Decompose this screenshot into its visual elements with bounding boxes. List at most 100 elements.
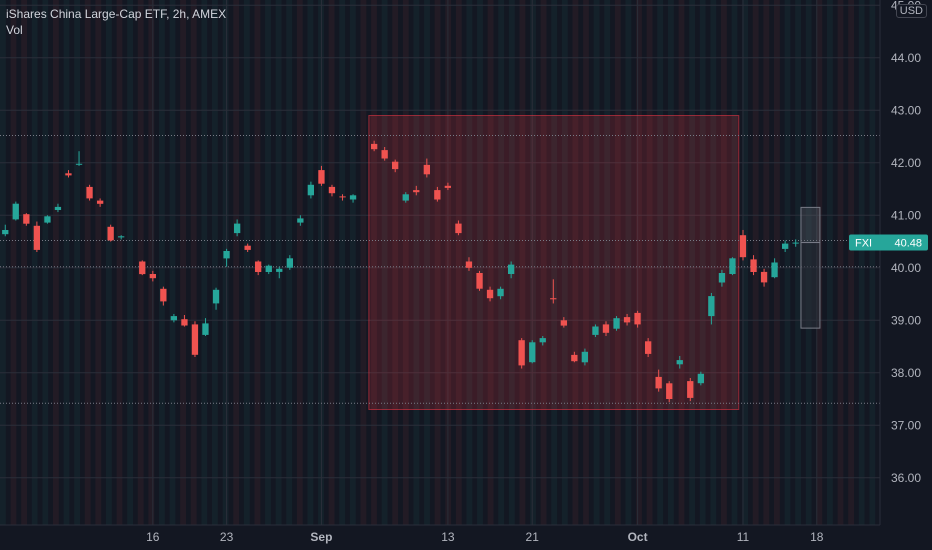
candle-body [729,258,736,274]
candle-body [107,226,114,241]
volume-bar [307,0,314,525]
volume-bar [10,0,17,525]
volume-bar [869,0,876,525]
price-range-box [368,115,740,410]
volume-bar [296,0,303,525]
y-tick-label: 41.00 [891,208,921,222]
volume-bar [795,0,801,525]
candle-body [23,214,30,224]
candle [792,239,799,247]
candle-body [782,243,789,249]
volume-bar [233,0,240,525]
candle-body [739,235,747,258]
candle [497,286,504,300]
candle-body [86,186,93,199]
volume-bar [668,0,674,525]
candle [307,181,314,199]
volume-bar [848,0,854,525]
volume-bar [339,0,346,525]
candle [402,192,409,203]
candle-body [760,271,768,283]
candle [687,378,694,402]
volume-bar [530,0,536,525]
volume-bar [508,0,515,525]
candle [234,219,241,237]
volume-bar [84,0,91,525]
candle [581,348,588,366]
candle-body [265,265,272,272]
candle-body [160,288,167,302]
candle-body [687,381,694,398]
candle-body [666,383,673,399]
candle [508,261,515,279]
price-axis-background [880,0,932,550]
volume-bar [381,0,388,525]
volume-bar [498,0,505,525]
candle [318,165,325,186]
y-tick-label: 39.00 [891,313,921,327]
volume-bar [710,0,717,525]
candle [486,286,494,302]
currency-badge[interactable]: USD [895,4,927,18]
candle-body [497,288,504,297]
volume-bar [763,0,770,525]
candle [729,257,736,276]
volume-label[interactable]: Vol [6,23,23,37]
candle-body [465,261,473,268]
candle [455,220,462,236]
candle-body [181,319,188,326]
y-tick-label: 44.00 [891,51,921,65]
candle [54,203,62,213]
candle [645,338,652,357]
volume-bar [678,0,685,525]
candle-body [602,324,610,333]
candle [160,286,167,306]
candle [518,338,525,369]
candle-body [539,338,546,343]
candle [191,321,199,357]
candle [708,292,715,325]
candle-body [170,316,177,321]
volume-bar [53,0,59,525]
volume-bar [434,0,441,525]
candle-body [718,273,726,283]
candle [181,315,188,327]
candle-body [423,164,430,175]
candle-body [550,298,557,300]
candle [666,381,673,403]
candle-body [244,245,251,250]
candle [328,184,336,197]
volume-bar [360,0,367,525]
candle [739,229,747,261]
volume-bar [646,0,653,525]
candle [529,340,536,364]
candle [97,198,104,207]
volume-bar [477,0,483,525]
x-tick-label: Sep [310,530,332,544]
candle [349,194,357,203]
volume-bar [657,0,664,525]
candle [381,147,388,161]
symbol-title[interactable]: iShares China Large-Cap ETF, 2h, AMEX [6,7,227,21]
candle-body [297,218,304,223]
candle-body [276,268,283,272]
price-tag-background [849,234,928,251]
volume-bar [212,0,218,525]
candle [613,316,620,331]
volume-bar [116,0,123,525]
candle [634,310,641,328]
volume-bar [42,0,49,525]
candle [255,260,262,276]
candle-body [592,326,599,335]
volume-bar [487,0,494,525]
volume-bar [784,0,791,525]
candle [392,159,399,173]
volume-bar [159,0,165,525]
candle-body [191,324,199,355]
price-tag-value: 40.48 [894,238,922,250]
candle [86,184,93,201]
volume-bar [413,0,420,525]
candle-body [371,143,378,150]
